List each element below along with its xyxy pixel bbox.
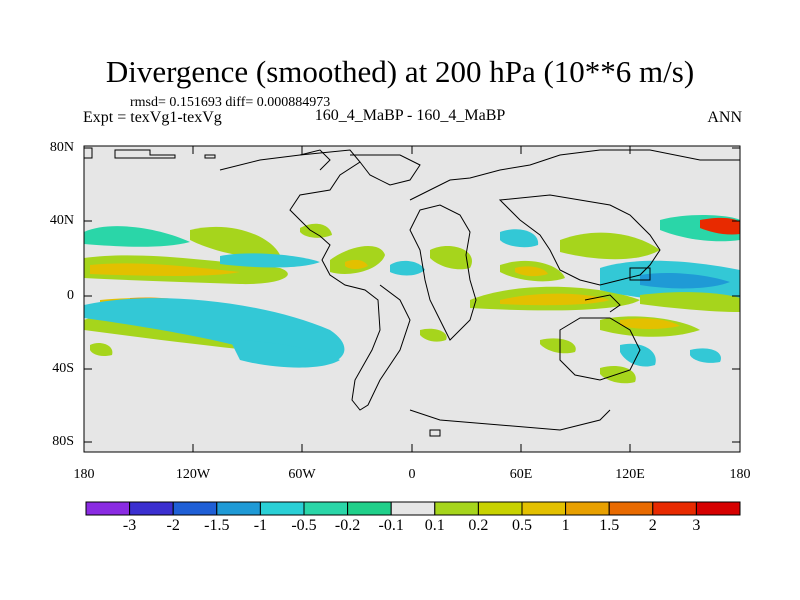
season-label: ANN	[707, 109, 742, 126]
colorbar-swatch	[216, 501, 261, 516]
colorbar-label: -1	[253, 517, 268, 534]
colorbar-label: 2	[648, 517, 657, 534]
colorbar-label: 1	[561, 517, 570, 534]
lat-label: 0	[67, 288, 74, 303]
colorbar-swatch	[390, 501, 436, 516]
lon-label: 120W	[175, 467, 211, 482]
colorbar-label: -0.5	[291, 517, 317, 534]
colorbar-label: -0.2	[334, 517, 361, 534]
colorbar-label: 0.2	[468, 517, 489, 534]
lat-label: 80N	[49, 140, 74, 155]
colorbar-label: -3	[122, 517, 137, 534]
colorbar-label: 0.1	[424, 517, 445, 534]
stats-label: rmsd= 0.151693 diff= 0.000884973	[130, 95, 331, 110]
lat-label: 40N	[49, 213, 74, 228]
colorbar-swatch	[521, 501, 567, 516]
coastlines	[84, 147, 740, 437]
lon-label: 60W	[288, 467, 316, 482]
colorbar-label: -0.1	[378, 517, 404, 534]
colorbar-swatch	[695, 501, 741, 516]
colorbar-swatch	[565, 501, 610, 516]
page-title: Divergence (smoothed) at 200 hPa (10**6 …	[105, 54, 695, 89]
divergence-field	[84, 215, 740, 384]
experiment-label: Expt = texVg1-texVg	[83, 109, 222, 126]
colorbar-label: -2	[166, 517, 180, 534]
lon-label: 180	[729, 467, 751, 482]
lat-label: 40S	[52, 361, 74, 376]
tick-marks	[83, 146, 741, 452]
lon-label: 120E	[615, 467, 645, 482]
colorbar-label: 1.5	[599, 517, 620, 534]
colorbar-label: -1.5	[204, 517, 230, 534]
case-label: 160_4_MaBP - 160_4_MaBP	[314, 107, 506, 124]
colorbar-swatch	[608, 501, 654, 516]
colorbar-swatch	[85, 501, 131, 516]
colorbar-swatch	[434, 501, 479, 516]
colorbar-swatch	[259, 501, 305, 516]
colorbar-swatch	[477, 501, 523, 516]
colorbar-label: 0.5	[512, 517, 532, 534]
lon-label: 180	[73, 467, 95, 482]
colorbar-swatch	[303, 501, 349, 516]
colorbar	[85, 501, 741, 516]
colorbar-swatch	[172, 501, 218, 516]
colorbar-swatch	[347, 501, 392, 516]
lon-label: 60E	[509, 467, 533, 482]
lon-label: 0	[408, 467, 416, 482]
colorbar-swatch	[129, 501, 174, 516]
colorbar-swatch	[652, 501, 697, 516]
colorbar-label: 3	[692, 517, 701, 534]
lat-label: 80S	[52, 434, 74, 449]
